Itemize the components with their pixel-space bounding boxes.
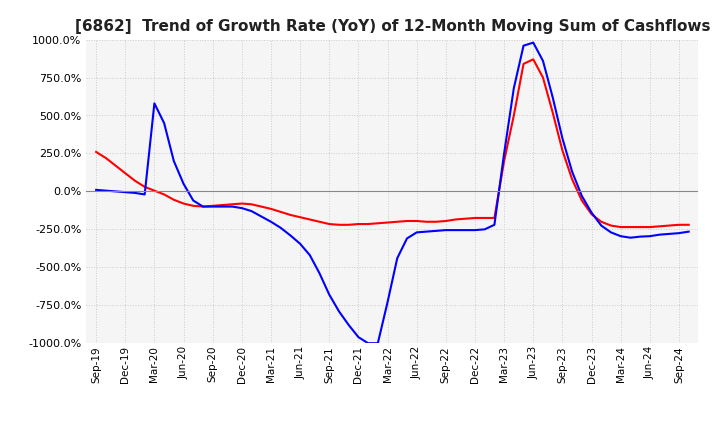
Line: Free Cashflow: Free Cashflow	[96, 43, 689, 343]
Operating Cashflow	[529, 57, 538, 62]
Operating Cashflow	[91, 149, 100, 154]
Operating Cashflow	[383, 220, 392, 225]
Free Cashflow	[626, 235, 635, 240]
Operating Cashflow	[140, 184, 149, 190]
Operating Cashflow	[247, 202, 256, 207]
Free Cashflow	[140, 192, 149, 197]
Operating Cashflow	[626, 224, 635, 230]
Title: [6862]  Trend of Growth Rate (YoY) of 12-Month Moving Sum of Cashflows: [6862] Trend of Growth Rate (YoY) of 12-…	[75, 19, 710, 34]
Free Cashflow	[393, 256, 402, 261]
Free Cashflow	[208, 204, 217, 209]
Free Cashflow	[685, 229, 693, 234]
Operating Cashflow	[451, 217, 460, 222]
Operating Cashflow	[685, 222, 693, 227]
Free Cashflow	[529, 40, 538, 45]
Operating Cashflow	[616, 224, 625, 230]
Free Cashflow	[461, 227, 469, 233]
Operating Cashflow	[208, 203, 217, 209]
Free Cashflow	[247, 209, 256, 214]
Line: Operating Cashflow: Operating Cashflow	[96, 59, 689, 227]
Free Cashflow	[91, 187, 100, 193]
Free Cashflow	[364, 341, 372, 346]
